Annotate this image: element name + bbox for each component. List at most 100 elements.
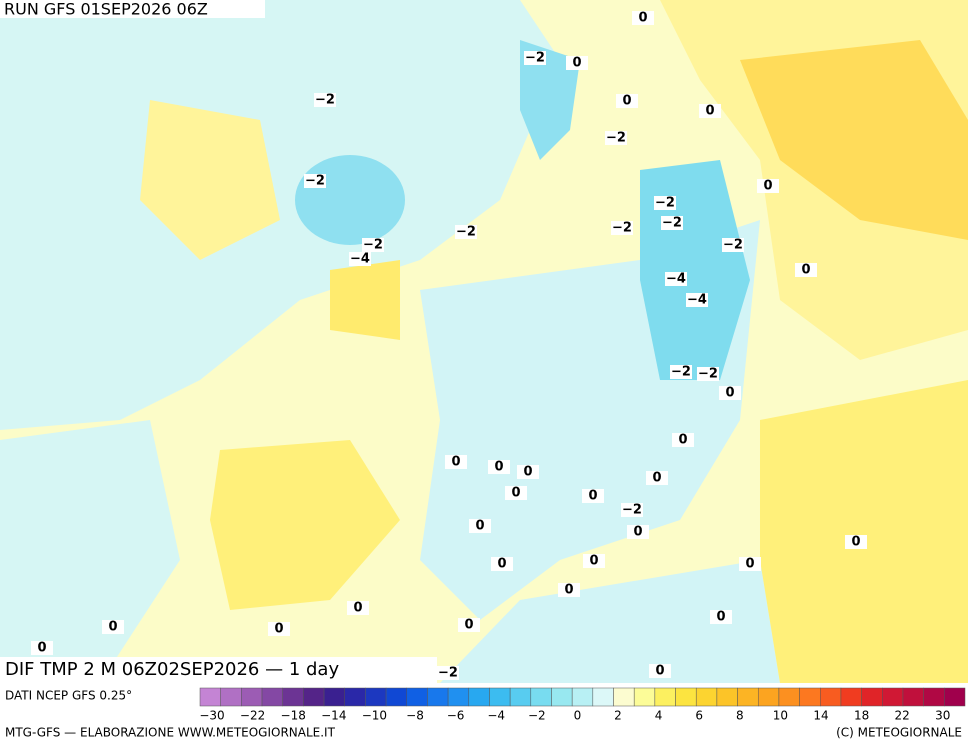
scale-swatch (675, 687, 697, 707)
label-bg (314, 93, 336, 107)
contour-label: −4 (687, 293, 707, 308)
scale-label: −22 (240, 709, 265, 723)
scale-swatch (303, 687, 325, 707)
scale-label: −6 (447, 709, 465, 723)
scale-swatch (220, 687, 242, 707)
label-bg (583, 554, 605, 568)
label-bg (654, 196, 676, 210)
scale-swatch (509, 687, 532, 707)
label-bg (558, 583, 580, 597)
contour-label: 0 (851, 535, 860, 550)
source-label: DATI NCEP GFS 0.25° (5, 689, 132, 703)
contour-label: 0 (745, 557, 754, 572)
contour-label: −2 (305, 174, 325, 189)
label-bg (582, 489, 604, 503)
label-bg (524, 51, 546, 65)
label-bg (699, 104, 721, 118)
scale-label: −10 (362, 709, 387, 723)
contour-label: 0 (475, 519, 484, 534)
warm-area (760, 380, 968, 683)
scale-label: 18 (854, 709, 869, 723)
scale-swatch (820, 687, 842, 707)
scale-swatch (447, 687, 470, 707)
label-bg (719, 386, 741, 400)
scale-label: 0 (574, 709, 582, 723)
label-bg (686, 293, 708, 307)
label-bg (670, 365, 692, 379)
contour-label: −2 (525, 51, 545, 66)
label-bg (661, 216, 683, 230)
label-bg (697, 367, 719, 381)
label-bg (505, 486, 527, 500)
scale-swatch (633, 687, 656, 707)
label-bg (672, 433, 694, 447)
contour-label: 0 (622, 94, 631, 109)
label-bg (455, 225, 477, 239)
scale-swatch (695, 687, 718, 707)
contour-label: 0 (716, 610, 725, 625)
scale-label: 4 (655, 709, 663, 723)
label-bg (566, 56, 588, 70)
label-bg (665, 272, 687, 286)
cool-area (440, 560, 780, 683)
contour-label: 0 (274, 622, 283, 637)
label-bg (646, 471, 668, 485)
run-label: RUN GFS 01SEP2026 06Z (4, 0, 208, 19)
scale-swatch (571, 687, 594, 707)
label-bg (616, 94, 638, 108)
label-bg (488, 460, 510, 474)
contour-label: −2 (671, 365, 691, 380)
contour-label: 0 (523, 465, 532, 480)
scale-label: 6 (695, 709, 703, 723)
scale-label: −4 (487, 709, 505, 723)
scale-label: 22 (895, 709, 910, 723)
scale-label: 10 (773, 709, 788, 723)
label-bg (458, 618, 480, 632)
label-bg (469, 519, 491, 533)
cold-area (520, 40, 580, 160)
label-bg (845, 535, 867, 549)
contour-label: −2 (622, 503, 642, 518)
scale-swatch (861, 687, 883, 707)
contour-label: −2 (438, 666, 458, 681)
label-bg (304, 174, 326, 188)
scale-label: −18 (281, 709, 306, 723)
label-bg (605, 131, 627, 145)
scale-swatch (199, 687, 221, 707)
scale-swatch (654, 687, 676, 707)
label-bg (349, 252, 371, 266)
scale-label: −14 (321, 709, 346, 723)
contour-label: −2 (723, 238, 743, 253)
contour-label: 0 (497, 557, 506, 572)
label-bg (632, 11, 654, 25)
scale-swatch (551, 687, 573, 707)
scale-swatch (385, 687, 408, 707)
warm-area (330, 260, 400, 340)
scale-label: −2 (528, 709, 546, 723)
contour-label: 0 (564, 583, 573, 598)
label-bg (627, 525, 649, 539)
color-scale: −30 −22 −18 −14 −10 −8 −6 −4 −2 0 2 4 6 8 10 14 18 22 30 (199, 687, 966, 723)
contour-label: −2 (606, 131, 626, 146)
label-bg (621, 503, 643, 517)
contour-label: 0 (511, 486, 520, 501)
contour-label: 0 (652, 471, 661, 486)
scale-swatch (737, 687, 759, 707)
contour-label: −2 (662, 216, 682, 231)
contour-label: −4 (350, 252, 370, 267)
scale-swatch (613, 687, 635, 707)
scale-swatch (716, 687, 738, 707)
label-bg (347, 601, 369, 615)
scale-swatch (799, 687, 821, 707)
warm-area (210, 440, 400, 610)
contour-label: 0 (725, 386, 734, 401)
contour-label: −2 (612, 221, 632, 236)
scale-swatch (323, 687, 345, 707)
scale-label: 2 (614, 709, 622, 723)
scale-swatch (468, 687, 490, 707)
scale-swatch (261, 687, 283, 707)
label-bg (437, 666, 459, 680)
contour-label: −2 (698, 367, 718, 382)
